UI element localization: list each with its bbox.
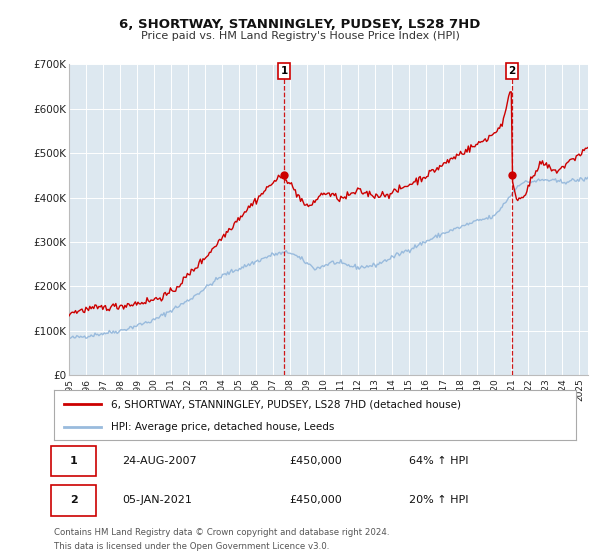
- Text: 05-JAN-2021: 05-JAN-2021: [122, 496, 192, 505]
- Text: 1: 1: [70, 456, 78, 466]
- Text: £450,000: £450,000: [289, 456, 341, 466]
- Text: 20% ↑ HPI: 20% ↑ HPI: [409, 496, 469, 505]
- Text: 6, SHORTWAY, STANNINGLEY, PUDSEY, LS28 7HD (detached house): 6, SHORTWAY, STANNINGLEY, PUDSEY, LS28 7…: [112, 399, 461, 409]
- Text: Contains HM Land Registry data © Crown copyright and database right 2024.: Contains HM Land Registry data © Crown c…: [54, 528, 389, 536]
- Text: Price paid vs. HM Land Registry's House Price Index (HPI): Price paid vs. HM Land Registry's House …: [140, 31, 460, 41]
- Text: 2: 2: [70, 496, 78, 505]
- Text: 6, SHORTWAY, STANNINGLEY, PUDSEY, LS28 7HD: 6, SHORTWAY, STANNINGLEY, PUDSEY, LS28 7…: [119, 18, 481, 31]
- Text: 1: 1: [281, 66, 288, 76]
- Text: 24-AUG-2007: 24-AUG-2007: [122, 456, 196, 466]
- Text: HPI: Average price, detached house, Leeds: HPI: Average price, detached house, Leed…: [112, 422, 335, 432]
- FancyBboxPatch shape: [52, 485, 96, 516]
- FancyBboxPatch shape: [52, 446, 96, 477]
- Text: £450,000: £450,000: [289, 496, 341, 505]
- Text: This data is licensed under the Open Government Licence v3.0.: This data is licensed under the Open Gov…: [54, 542, 329, 551]
- Text: 2: 2: [508, 66, 515, 76]
- Text: 64% ↑ HPI: 64% ↑ HPI: [409, 456, 469, 466]
